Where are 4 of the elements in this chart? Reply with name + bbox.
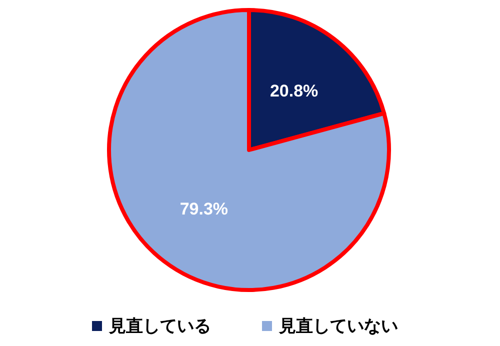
legend-label: 見直していない bbox=[278, 316, 398, 336]
data-label: 20.8% bbox=[270, 82, 318, 101]
data-label: 79.3% bbox=[180, 199, 228, 218]
legend-label: 見直している bbox=[108, 316, 211, 336]
